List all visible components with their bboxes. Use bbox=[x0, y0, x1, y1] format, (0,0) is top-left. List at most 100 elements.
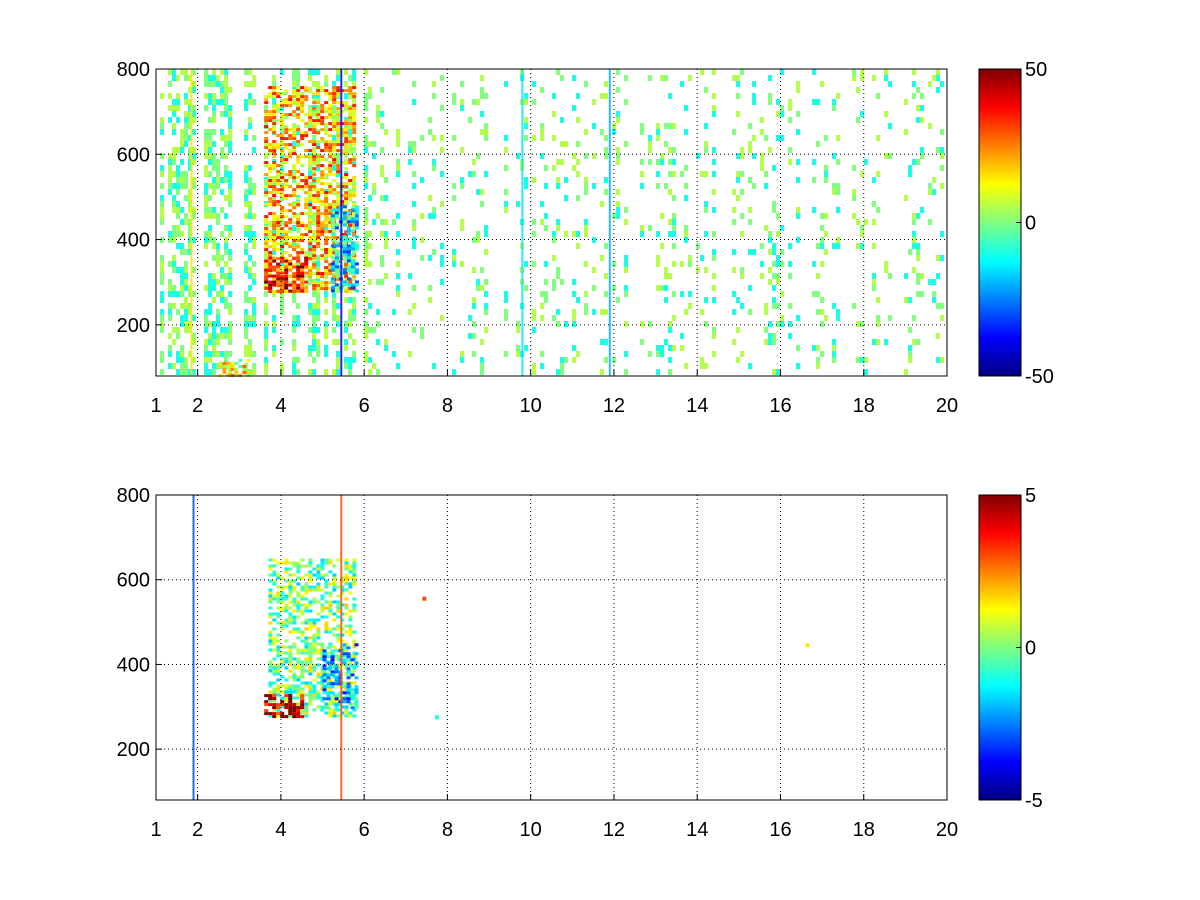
heatmap-cell bbox=[872, 201, 876, 207]
heatmap-cell bbox=[328, 191, 333, 195]
heatmap-cell bbox=[346, 646, 351, 650]
heatmap-cell bbox=[188, 351, 192, 357]
heatmap-cell bbox=[344, 89, 349, 93]
heatmap-cell bbox=[212, 339, 216, 345]
heatmap-cell bbox=[272, 245, 277, 249]
heatmap-cell bbox=[516, 351, 520, 357]
heatmap-cell bbox=[192, 81, 196, 87]
heatmap-cell bbox=[284, 678, 289, 682]
heatmap-cell bbox=[324, 218, 329, 222]
heatmap-cell bbox=[316, 315, 320, 321]
heatmap-cell bbox=[176, 171, 180, 177]
heatmap-cell bbox=[264, 110, 269, 114]
heatmap-cell bbox=[292, 283, 297, 287]
heatmap-cell bbox=[316, 633, 321, 637]
heatmap-cell bbox=[312, 678, 317, 682]
heatmap-cell bbox=[292, 141, 296, 147]
heatmap-cell bbox=[316, 275, 321, 279]
heatmap-cell bbox=[268, 245, 273, 249]
heatmap-cell bbox=[212, 345, 216, 351]
heatmap-cell bbox=[304, 262, 309, 266]
heatmap-cell bbox=[180, 147, 184, 153]
heatmap-cell bbox=[168, 309, 172, 315]
heatmap-cell bbox=[268, 119, 273, 123]
heatmap-cell bbox=[228, 117, 232, 123]
heatmap-cell bbox=[180, 357, 184, 363]
heatmap-cell bbox=[280, 700, 285, 704]
heatmap-cell bbox=[272, 116, 277, 120]
heatmap-cell bbox=[316, 92, 321, 96]
heatmap-cell bbox=[324, 182, 329, 186]
heatmap-cell bbox=[324, 255, 328, 261]
heatmap-cell bbox=[342, 244, 347, 248]
heatmap-cell bbox=[268, 597, 273, 601]
heatmap-cell bbox=[284, 230, 289, 234]
heatmap-cell bbox=[320, 272, 325, 276]
heatmap-cell bbox=[316, 242, 321, 246]
heatmap-cell bbox=[228, 183, 232, 189]
heatmap-cell bbox=[204, 321, 208, 327]
heatmap-cell bbox=[832, 351, 836, 357]
heatmap-cell bbox=[704, 231, 708, 237]
heatmap-cell bbox=[272, 236, 277, 240]
heatmap-cell bbox=[188, 207, 192, 213]
heatmap-cell bbox=[304, 591, 309, 595]
heatmap-cell bbox=[316, 627, 321, 631]
heatmap-cell bbox=[224, 225, 228, 231]
heatmap-cell bbox=[300, 681, 305, 685]
heatmap-cell bbox=[296, 256, 301, 260]
heatmap-cell bbox=[336, 357, 340, 363]
heatmap-cell bbox=[204, 243, 208, 249]
heatmap-cell bbox=[352, 351, 356, 357]
heatmap-cell bbox=[916, 213, 920, 219]
heatmap-cell bbox=[656, 285, 660, 291]
heatmap-cell bbox=[284, 567, 289, 571]
heatmap-cell bbox=[920, 93, 924, 99]
heatmap-cell bbox=[268, 642, 273, 646]
heatmap-cell bbox=[344, 176, 349, 180]
heatmap-cell bbox=[296, 591, 301, 595]
heatmap-cell bbox=[180, 303, 184, 309]
heatmap-cell bbox=[328, 134, 333, 138]
heatmap-cell bbox=[640, 123, 644, 129]
heatmap-cell bbox=[272, 669, 277, 673]
heatmap-cell bbox=[332, 125, 337, 129]
heatmap-cell bbox=[292, 167, 297, 171]
heatmap-cell bbox=[342, 271, 347, 275]
heatmap-cell bbox=[364, 117, 368, 123]
heatmap-cell bbox=[324, 561, 329, 565]
heatmap-cell bbox=[292, 672, 297, 676]
heatmap-cell bbox=[432, 249, 436, 255]
heatmap-cell bbox=[824, 249, 828, 255]
heatmap-cell bbox=[664, 267, 668, 273]
heatmap-cell bbox=[748, 177, 752, 183]
heatmap-cell bbox=[268, 567, 273, 571]
heatmap-cell bbox=[312, 140, 317, 144]
heatmap-cell bbox=[480, 339, 484, 345]
heatmap-cell bbox=[560, 363, 564, 369]
heatmap-cell bbox=[226, 361, 231, 365]
heatmap-cell bbox=[776, 279, 780, 285]
heatmap-cell bbox=[280, 104, 285, 108]
heatmap-cell bbox=[350, 247, 355, 251]
heatmap-cell bbox=[328, 287, 333, 291]
heatmap-cell bbox=[380, 147, 384, 153]
heatmap-cell bbox=[624, 321, 628, 327]
heatmap-cell bbox=[176, 177, 180, 183]
heatmap-cell bbox=[244, 243, 248, 249]
heatmap-cell bbox=[292, 369, 296, 375]
heatmap-cell bbox=[904, 369, 908, 375]
heatmap-cell bbox=[684, 129, 688, 135]
heatmap-cell bbox=[268, 224, 273, 228]
heatmap-cell bbox=[168, 315, 172, 321]
heatmap-cell bbox=[668, 321, 672, 327]
heatmap-cell bbox=[352, 92, 357, 96]
heatmap-cell bbox=[872, 243, 876, 249]
heatmap-cell bbox=[292, 206, 297, 210]
heatmap-cell bbox=[204, 237, 208, 243]
heatmap-cell bbox=[320, 654, 325, 658]
heatmap-cell bbox=[312, 639, 317, 643]
heatmap-cell bbox=[812, 291, 816, 297]
heatmap-cell bbox=[328, 603, 333, 607]
heatmap-cell bbox=[354, 205, 359, 209]
